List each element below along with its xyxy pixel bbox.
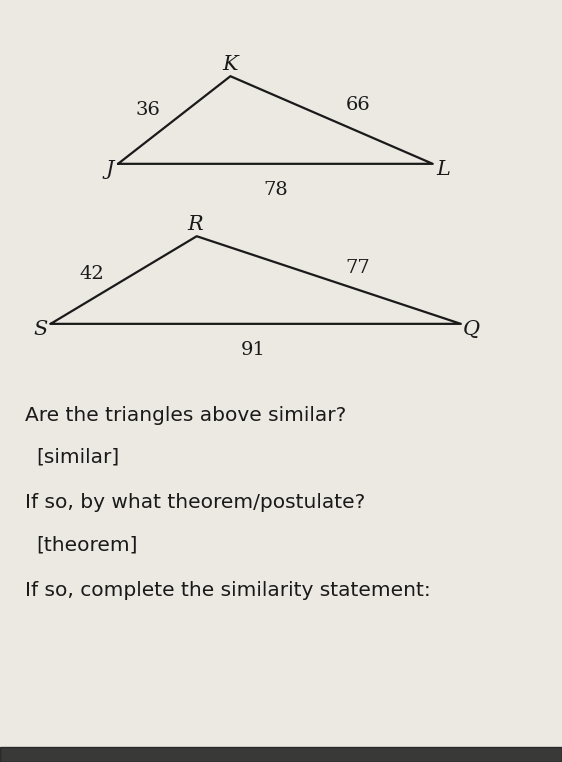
Text: 78: 78 — [263, 181, 288, 200]
Text: 77: 77 — [346, 259, 370, 277]
Text: 91: 91 — [241, 341, 265, 359]
Text: 42: 42 — [79, 264, 104, 283]
Text: R: R — [188, 216, 203, 234]
Text: 66: 66 — [346, 96, 370, 114]
Text: K: K — [223, 56, 238, 74]
Text: If so, complete the similarity statement:: If so, complete the similarity statement… — [25, 581, 431, 600]
Text: L: L — [436, 160, 450, 178]
Text: 36: 36 — [135, 101, 160, 120]
Bar — [0, 747, 562, 762]
Text: If so, by what theorem/postulate?: If so, by what theorem/postulate? — [25, 494, 365, 512]
Text: Q: Q — [463, 320, 479, 338]
Text: [similar]: [similar] — [37, 448, 120, 466]
Text: J: J — [106, 160, 114, 178]
Text: Are the triangles above similar?: Are the triangles above similar? — [25, 406, 347, 424]
Text: [theorem]: [theorem] — [37, 536, 138, 554]
Text: S: S — [33, 320, 48, 338]
